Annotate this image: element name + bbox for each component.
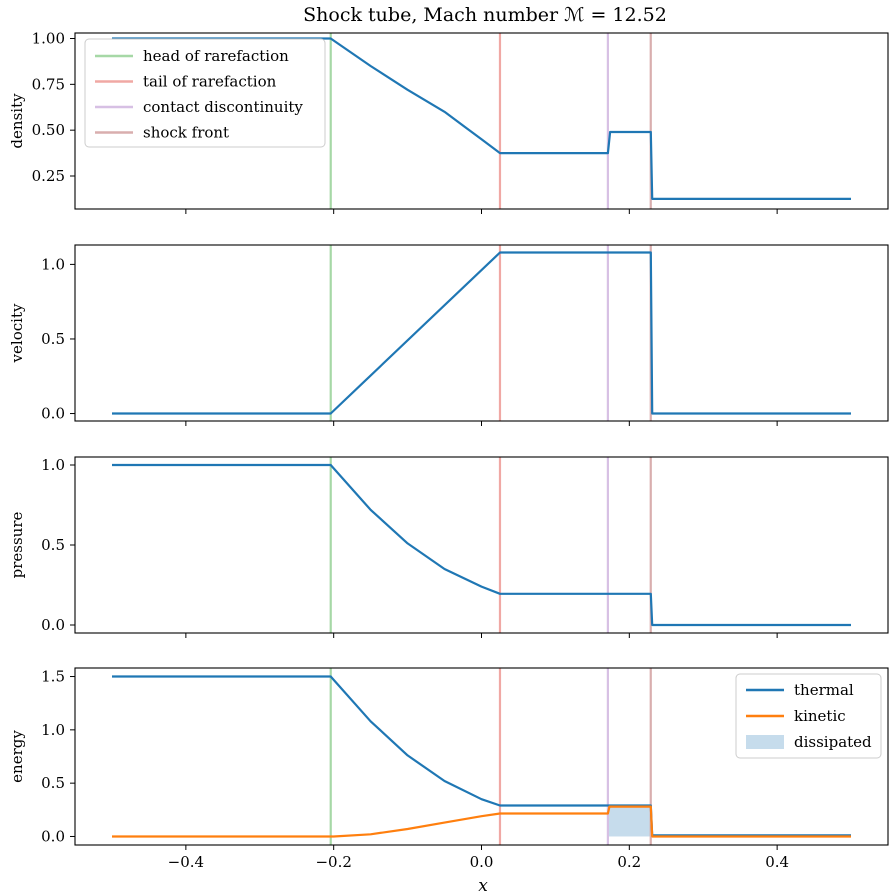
legend-label: tail of rarefaction [143, 73, 277, 91]
y-axis-label: energy [8, 730, 26, 783]
legend-label: dissipated [794, 733, 872, 751]
legend-label: shock front [143, 124, 229, 142]
legend-swatch [746, 735, 784, 749]
plot-area [112, 457, 851, 633]
legend-label: kinetic [794, 707, 846, 725]
plot-area [112, 668, 851, 845]
y-tick-label: 0.5 [41, 330, 65, 348]
plot-area [112, 245, 851, 421]
y-tick-label: 0.75 [32, 75, 65, 93]
y-axis-label: velocity [8, 303, 26, 363]
series-line-velocity [112, 251, 851, 415]
x-tick-label: −0.2 [315, 853, 351, 871]
y-tick-label: 0.0 [41, 405, 65, 423]
y-tick-label: 0.5 [41, 774, 65, 792]
y-tick-label: 1.0 [41, 255, 65, 273]
panel-density: 0.25 0.50 0.75 1.00 density head of rarefacti… [8, 30, 889, 214]
series-line-kinetic [112, 805, 851, 838]
panels: 0.25 0.50 0.75 1.00 density head of rarefacti… [8, 30, 889, 871]
panel-pressure: 0.0 0.5 1.0 pressure [8, 456, 889, 638]
chart-title: Shock tube, Mach number ℳ = 12.52 [303, 4, 667, 26]
legend-box [84, 38, 326, 148]
y-tick-label: 0.0 [41, 827, 65, 845]
panel-frame [74, 456, 889, 634]
plot-area [112, 33, 851, 209]
series-line-pressure [112, 463, 851, 627]
legend-label: thermal [794, 681, 854, 699]
x-tick-label: −0.4 [168, 853, 204, 871]
y-tick-label: 1.5 [41, 668, 65, 686]
legend-label: contact discontinuity [143, 98, 303, 116]
dissipated-band [607, 806, 651, 837]
legend-label: head of rarefaction [143, 47, 289, 65]
y-tick-label: 1.00 [32, 30, 65, 48]
series-line-density [112, 37, 851, 200]
panel-velocity: 0.0 0.5 1.0 velocity [8, 244, 889, 426]
y-axis-label: density [8, 93, 26, 149]
x-tick-label: 0.4 [765, 853, 789, 871]
x-tick-label: 0.0 [470, 853, 494, 871]
y-tick-label: 0.25 [32, 167, 65, 185]
y-tick-label: 0.0 [41, 616, 65, 634]
y-axis-label: pressure [8, 512, 26, 579]
panel-energy: 0.0 0.5 1.0 1.5 −0.4 −0.2 0.0 0.2 0.4 energy therm… [8, 667, 889, 871]
y-tick-label: 1.0 [41, 721, 65, 739]
y-tick-label: 0.5 [41, 536, 65, 554]
y-tick-label: 0.50 [32, 121, 65, 139]
y-tick-label: 1.0 [41, 456, 65, 474]
x-tick-label: 0.2 [617, 853, 641, 871]
x-axis-label: x [478, 876, 488, 896]
